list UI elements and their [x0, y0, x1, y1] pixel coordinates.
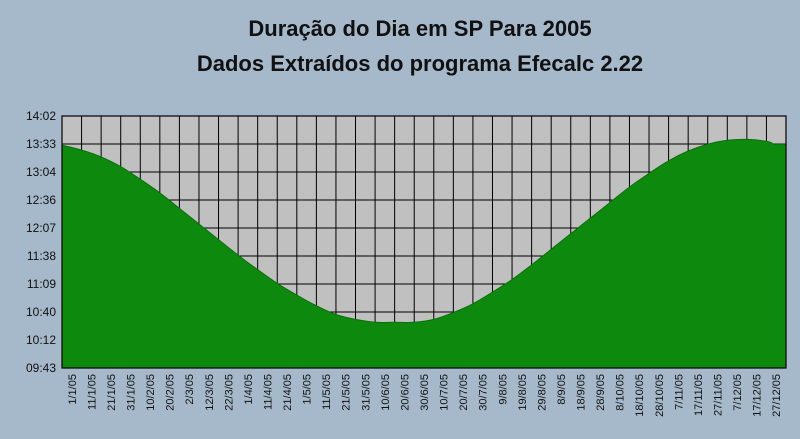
y-tick-label: 10:40 [26, 305, 56, 319]
x-tick-label: 28/10/05 [654, 374, 666, 417]
y-tick-label: 13:33 [26, 137, 56, 151]
y-tick-label: 12:07 [26, 221, 56, 235]
x-tick-label: 20/2/05 [165, 374, 177, 411]
x-tick-label: 8/10/05 [615, 374, 627, 411]
y-tick-label: 11:38 [27, 249, 56, 263]
x-tick-label: 11/5/05 [321, 374, 333, 410]
x-tick-label: 17/11/05 [693, 374, 705, 416]
y-tick-label: 12:36 [26, 193, 56, 207]
x-tick-label: 1/4/05 [243, 374, 255, 405]
y-tick-label: 11:09 [27, 277, 56, 291]
x-tick-label: 17/12/05 [752, 374, 764, 417]
x-tick-label: 1/5/05 [302, 374, 314, 405]
x-tick-label: 20/7/05 [458, 374, 470, 411]
chart-title: Duração do Dia em SP Para 2005 [248, 16, 591, 41]
x-tick-label: 31/1/05 [126, 374, 138, 411]
x-tick-label: 22/3/05 [223, 374, 235, 411]
x-tick-label: 31/5/05 [360, 374, 372, 411]
x-tick-label: 10/6/05 [380, 374, 392, 411]
x-tick-label: 29/8/05 [536, 374, 548, 411]
x-tick-label: 2/3/05 [184, 374, 196, 405]
x-tick-label: 19/8/05 [517, 374, 529, 411]
x-tick-label: 7/12/05 [732, 374, 744, 411]
x-tick-label: 30/7/05 [478, 374, 490, 411]
x-tick-label: 27/12/05 [771, 374, 783, 417]
x-tick-label: 11/4/05 [263, 374, 275, 410]
x-tick-label: 21/4/05 [282, 374, 294, 411]
x-tick-label: 1/1/05 [67, 374, 79, 405]
x-tick-label: 28/9/05 [595, 374, 607, 411]
x-tick-label: 7/11/05 [673, 374, 685, 410]
x-tick-label: 27/11/05 [713, 374, 725, 416]
x-tick-label: 18/10/05 [634, 374, 646, 417]
x-tick-label: 18/9/05 [576, 374, 588, 411]
x-tick-label: 21/1/05 [106, 374, 118, 411]
y-tick-label: 13:04 [26, 165, 56, 179]
plot-border [61, 115, 787, 369]
x-tick-label: 12/3/05 [204, 374, 216, 411]
x-tick-label: 20/6/05 [399, 374, 411, 411]
x-tick-label: 10/7/05 [439, 374, 451, 411]
x-tick-label: 11/1/05 [86, 374, 98, 410]
chart-subtitle: Dados Extraídos do programa Efecalc 2.22 [197, 51, 643, 76]
x-tick-label: 21/5/05 [341, 374, 353, 411]
x-tick-label: 10/2/05 [145, 374, 157, 411]
x-tick-label: 9/8/05 [497, 374, 509, 405]
y-tick-label: 10:12 [26, 333, 56, 347]
y-tick-label: 14:02 [26, 109, 56, 123]
day-length-area [61, 138, 787, 369]
x-tick-label: 30/6/05 [419, 374, 431, 411]
x-tick-label: 8/9/05 [556, 374, 568, 405]
y-tick-label: 09:43 [26, 361, 56, 375]
